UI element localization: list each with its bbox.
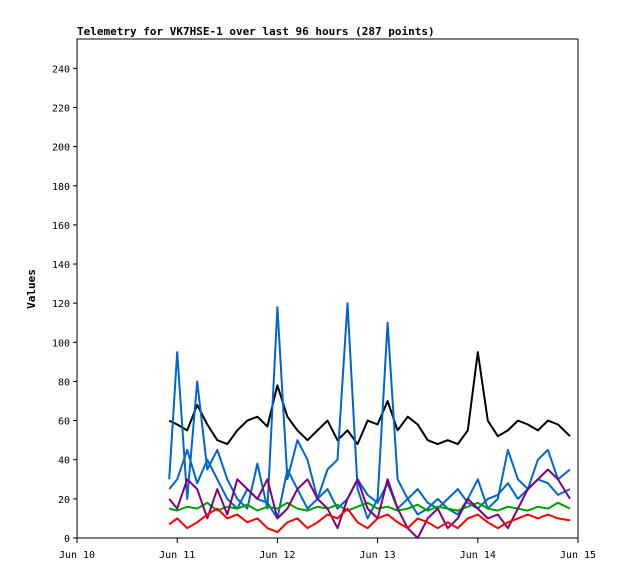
y-tick-label: 180 (52, 182, 70, 193)
y-tick-label: 20 (58, 495, 70, 506)
x-tick-label: Jun 12 (259, 550, 295, 561)
x-tick-label: Jun 15 (560, 550, 596, 561)
series-line-6 (168, 507, 571, 534)
series-line-1 (168, 351, 571, 446)
y-tick-label: 100 (52, 338, 70, 349)
series-line-3 (168, 448, 571, 520)
chart-title: Telemetry for VK7HSE-1 over last 96 hour… (77, 25, 435, 38)
x-tick-label: Jun 11 (159, 550, 195, 561)
x-tick-label: Jun 14 (460, 550, 496, 561)
y-tick-label: 140 (52, 260, 70, 271)
series-line-4 (168, 501, 571, 512)
y-tick-label: 220 (52, 103, 70, 114)
y-tick-label: 40 (58, 456, 70, 467)
y-axis-label: Values (25, 269, 38, 309)
y-tick-label: 60 (58, 417, 70, 428)
plot-area (76, 38, 579, 539)
y-tick-label: 0 (64, 534, 70, 545)
y-tick-label: 160 (52, 221, 70, 232)
y-tick-label: 80 (58, 377, 70, 388)
x-tick-label: Jun 10 (59, 550, 95, 561)
y-tick-label: 120 (52, 299, 70, 310)
series-line-5 (168, 468, 571, 539)
x-axis: Jun 10 Jun 11 Jun 12 Jun 13 Jun 14 Jun 15 (59, 538, 596, 561)
x-tick-label: Jun 13 (360, 550, 396, 561)
y-tick-label: 200 (52, 143, 70, 154)
series-layer (168, 302, 571, 539)
y-axis: 0 20 40 60 80 100 120 140 160 180 200 220 240 (52, 64, 77, 545)
y-tick-label: 240 (52, 64, 70, 75)
